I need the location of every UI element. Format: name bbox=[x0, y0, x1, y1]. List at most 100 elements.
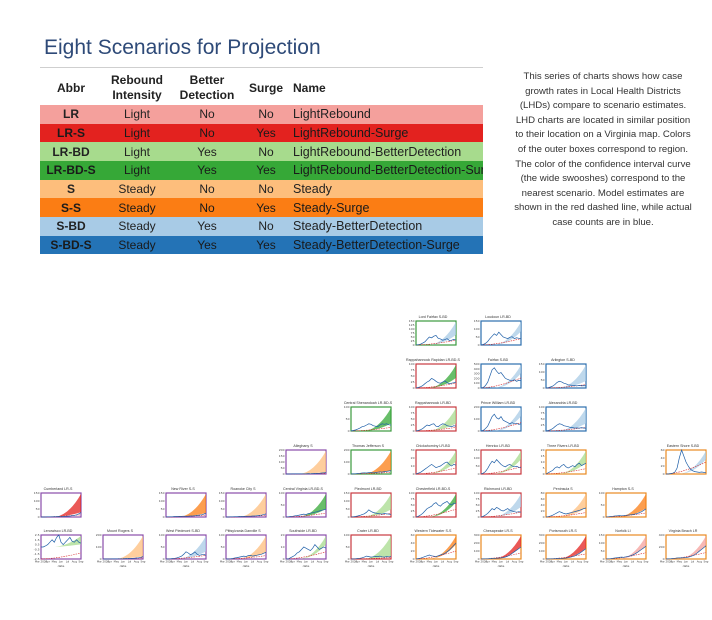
x-tick-label: Apr bbox=[550, 560, 555, 564]
panel-title: Alleghany S bbox=[293, 444, 313, 448]
y-tick-label: 20 bbox=[661, 464, 665, 468]
panel-title: Fairfax S-BD bbox=[488, 358, 509, 362]
x-axis-label: date bbox=[303, 564, 310, 568]
y-tick-label: 25 bbox=[541, 423, 545, 427]
confidence-interval bbox=[365, 408, 391, 431]
x-tick-label: Mar 2020 bbox=[220, 560, 233, 564]
y-tick-label: 20 bbox=[411, 549, 415, 553]
y-tick-label: 50 bbox=[281, 466, 285, 470]
actual-cases-line bbox=[165, 512, 207, 518]
x-tick-label: Aug bbox=[134, 560, 139, 564]
panel-title: Lenowisco LR-BD bbox=[44, 529, 73, 533]
y-tick-label: 50 bbox=[411, 503, 415, 507]
x-tick-label: Mar 2020 bbox=[160, 560, 173, 564]
x-tick-label: Sep bbox=[141, 560, 146, 564]
y-tick-label: 0 bbox=[663, 557, 665, 561]
model-estimate-line bbox=[285, 551, 327, 560]
panel-title: Henrico LR-BD bbox=[486, 444, 511, 448]
y-tick-label: 0 bbox=[478, 557, 480, 561]
actual-cases-line bbox=[666, 448, 707, 475]
confidence-interval bbox=[300, 451, 326, 474]
header-abbr: Abbr bbox=[57, 80, 85, 95]
scenario-abbr: LR-BD-S bbox=[46, 163, 96, 178]
confidence-interval bbox=[680, 451, 706, 474]
description-text: This series of charts shows how case gro… bbox=[514, 71, 692, 228]
model-estimate-line bbox=[665, 461, 707, 475]
y-tick-label: 75 bbox=[411, 497, 415, 501]
x-tick-label: Mar 2020 bbox=[345, 560, 358, 564]
scenario-rebound: Light bbox=[123, 107, 151, 122]
y-tick-label: 60 bbox=[411, 533, 415, 537]
y-tick-label: 100 bbox=[539, 405, 545, 409]
x-tick-label: Apr bbox=[355, 560, 360, 564]
x-tick-label: Jul bbox=[690, 560, 694, 564]
y-tick-label: 25 bbox=[411, 339, 415, 343]
actual-cases-line bbox=[350, 509, 392, 518]
x-tick-label: Sep bbox=[389, 560, 394, 564]
panel-title: West Piedmont S-BD bbox=[166, 529, 200, 533]
x-axis-label: date bbox=[563, 564, 570, 568]
lhd-panel: Richmond LR-BD 100 75 50 25 0 bbox=[474, 487, 522, 519]
y-tick-label: 0 bbox=[38, 515, 40, 519]
actual-cases-line bbox=[480, 546, 522, 560]
x-tick-label: Jun bbox=[243, 560, 248, 564]
y-tick-label: 0.5 bbox=[35, 543, 40, 547]
x-tick-label: Apr bbox=[610, 560, 615, 564]
lhd-panel: Lenowisco LR-BD 2.51.50.5-0.5-1.5-2.5Mar … bbox=[34, 529, 84, 568]
y-tick-label: -0.5 bbox=[34, 547, 40, 551]
actual-cases-line bbox=[103, 556, 144, 560]
x-axis-label: date bbox=[183, 564, 190, 568]
y-tick-label: 100 bbox=[474, 381, 480, 385]
actual-cases-line bbox=[545, 380, 587, 389]
y-tick-label: 0 bbox=[478, 343, 480, 347]
confidence-interval bbox=[55, 536, 81, 547]
x-tick-label: Jul bbox=[375, 560, 379, 564]
model-estimate-line bbox=[415, 467, 457, 475]
scenario-row: LR-S Light No Yes LightRebound-Surge bbox=[40, 123, 483, 143]
y-tick-label: 10 bbox=[411, 464, 415, 468]
y-tick-label: 0 bbox=[283, 472, 285, 476]
actual-cases-line bbox=[545, 423, 586, 432]
lhd-panel: Alexandria LR-BD 100 75 50 25 0 bbox=[539, 401, 587, 433]
lhd-panel: Roanoke City S 150 100 50 0 bbox=[219, 487, 267, 519]
actual-cases-line bbox=[480, 506, 522, 518]
actual-cases-line bbox=[605, 508, 647, 518]
x-axis-label: date bbox=[368, 564, 375, 568]
actual-cases-line bbox=[605, 545, 647, 560]
y-tick-label: 0 bbox=[543, 515, 545, 519]
panel-title: Richmond LR-BD bbox=[484, 487, 512, 491]
y-tick-label: 50 bbox=[541, 417, 545, 421]
y-tick-label: 300 bbox=[539, 533, 545, 537]
panel-frame bbox=[415, 534, 457, 560]
x-tick-label: May bbox=[427, 560, 433, 564]
panel-title: Arlington S-BD bbox=[551, 358, 575, 362]
lhd-panel: Hampton S-S 100 50 0 bbox=[599, 487, 647, 519]
y-tick-label: 0 bbox=[603, 515, 605, 519]
y-tick-label: 0 bbox=[223, 557, 225, 561]
scenario-abbr: LR-BD bbox=[52, 144, 90, 159]
header-detection: Better Detection bbox=[179, 72, 235, 102]
model-estimate-line bbox=[226, 555, 267, 560]
panel-frame bbox=[415, 449, 457, 475]
y-tick-label: 20 bbox=[541, 509, 545, 513]
lhd-panel: Cumberland LR-S 150 100 50 0 bbox=[34, 487, 82, 519]
y-tick-label: 5 bbox=[543, 466, 545, 470]
x-tick-label: Jul bbox=[630, 560, 634, 564]
confidence-interval bbox=[240, 494, 266, 517]
actual-cases-line bbox=[545, 507, 587, 518]
y-tick-label: 100 bbox=[219, 499, 225, 503]
x-tick-label: Jun bbox=[303, 560, 308, 564]
y-tick-label: 50 bbox=[221, 507, 225, 511]
confidence-interval bbox=[495, 451, 521, 474]
y-tick-label: 10 bbox=[541, 460, 545, 464]
lhd-panel: Peninsula S 80 60 40 20 0 bbox=[541, 487, 587, 519]
confidence-interval bbox=[620, 536, 646, 559]
panel-title: New River S-S bbox=[171, 487, 195, 491]
panel-title: Norfolk LI bbox=[615, 529, 630, 533]
